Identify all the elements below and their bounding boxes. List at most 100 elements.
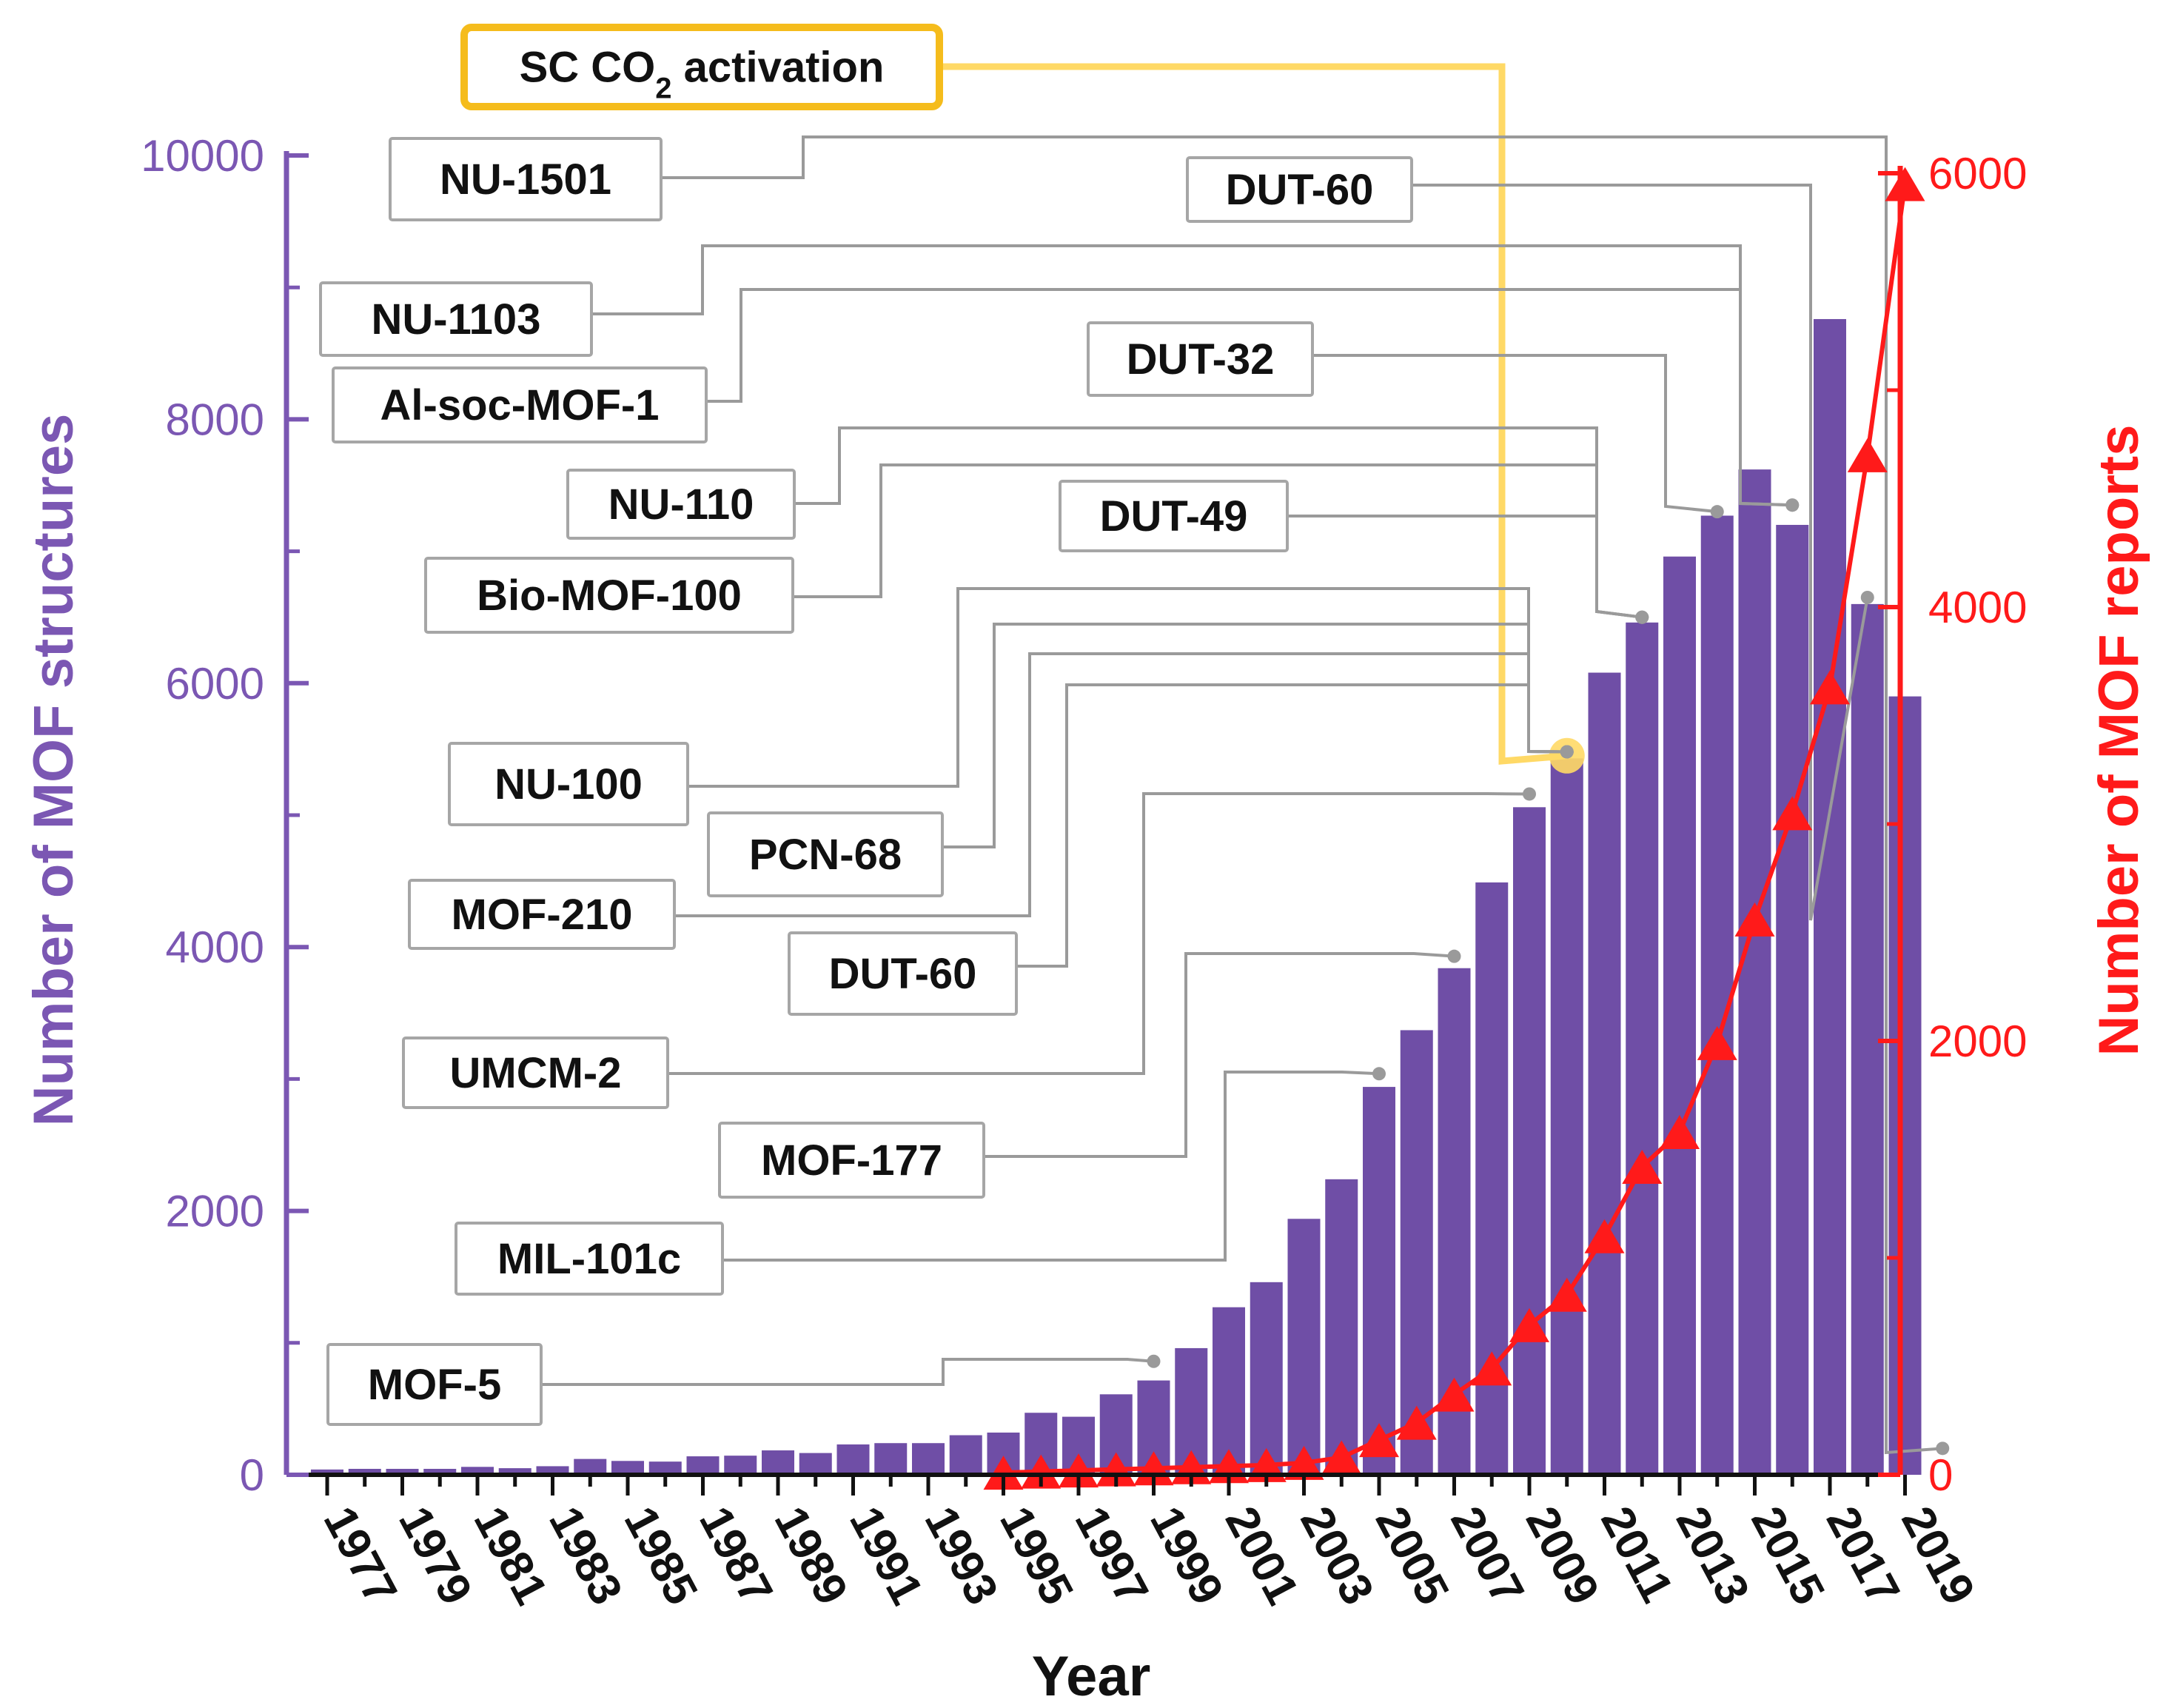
callout-label-pcn-68-10: PCN-68 <box>749 831 902 879</box>
x-tick-label-1993: 1993 <box>915 1498 1008 1612</box>
reports-point-2018 <box>1847 438 1888 472</box>
reports-point-1996 <box>1021 1454 1062 1489</box>
x-tick-label-2011: 2011 <box>1591 1498 1683 1610</box>
callout-marker-dut-60-2 <box>1860 590 1874 604</box>
x-tick-label-2019: 2019 <box>1891 1498 1985 1612</box>
bar-1986 <box>648 1461 682 1475</box>
reports-point-2014 <box>1697 1025 1737 1060</box>
reports-point-2004 <box>1321 1440 1362 1475</box>
callout-leader-umcm-2-13 <box>668 792 1530 1075</box>
x-tick-label-1987: 1987 <box>689 1498 782 1612</box>
x-tick-label-1977: 1977 <box>314 1498 407 1612</box>
callout-marker-umcm-2-13 <box>1523 787 1536 801</box>
bar-1979 <box>386 1468 419 1475</box>
callout-box-al-soc-mof-1-4 <box>332 366 708 443</box>
x-tick-label-2013: 2013 <box>1666 1498 1760 1612</box>
y-axis-title-left: Number of MOF structures <box>22 414 85 1127</box>
callout-leader-dut-60-12 <box>1016 683 1567 968</box>
x-tick-label-1989: 1989 <box>765 1498 858 1612</box>
x-tick-label-2015: 2015 <box>1741 1498 1834 1612</box>
reports-point-2005 <box>1359 1423 1399 1458</box>
callout-leader-mof-177-14 <box>984 952 1455 1158</box>
callout-box-nu-100-9 <box>448 742 689 826</box>
reports-point-2011 <box>1584 1219 1625 1253</box>
callout-marker-nu-1501-1 <box>1936 1441 1950 1456</box>
callout-box-dut-60-2 <box>1186 156 1413 223</box>
bar-2015 <box>1738 469 1771 1476</box>
reports-point-2003 <box>1284 1445 1324 1480</box>
x-tick-label-1999: 1999 <box>1140 1498 1233 1612</box>
callout-box-umcm-2-13 <box>402 1036 669 1109</box>
reports-point-2008 <box>1472 1351 1512 1386</box>
x-tick-label-2009: 2009 <box>1516 1498 1609 1612</box>
callout-marker-dut-32-5 <box>1710 505 1724 519</box>
bar-2011 <box>1588 672 1621 1476</box>
callout-leader-mil-101c-15 <box>722 1071 1380 1262</box>
callout-leader-dut-60-2 <box>1412 184 1869 921</box>
callout-box-mil-101c-15 <box>455 1222 724 1296</box>
bar-2003 <box>1287 1219 1321 1475</box>
reports-point-2015 <box>1734 902 1775 937</box>
callout-leaders-layer <box>541 63 1950 1456</box>
bar-1984 <box>574 1459 607 1475</box>
bar-2017 <box>1814 318 1846 1475</box>
y-tick-label-right-0: 0 <box>1928 1450 1953 1500</box>
callout-marker-al-soc-mof-1-4 <box>1785 498 1800 512</box>
callout-label-dut-60-12: DUT-60 <box>829 950 977 998</box>
y-tick-label-left-10000: 10000 <box>141 131 264 181</box>
callout-leader-nu-1501-1 <box>661 135 1943 1455</box>
reports-point-2019 <box>1885 167 1925 201</box>
x-tick-label-1997: 1997 <box>1065 1498 1158 1612</box>
callout-box-dut-32-5 <box>1087 321 1314 397</box>
callout-label-bio-mof-100-7: Bio-MOF-100 <box>477 572 742 620</box>
reports-point-1998 <box>1096 1452 1136 1487</box>
bar-1983 <box>536 1466 569 1475</box>
callout-marker-mil-101c-15 <box>1372 1067 1386 1081</box>
bar-2005 <box>1363 1087 1395 1475</box>
bar-1981 <box>461 1467 494 1475</box>
x-tick-label-2017: 2017 <box>1817 1498 1910 1612</box>
bar-1989 <box>762 1450 794 1475</box>
x-tick-label-2003: 2003 <box>1290 1498 1384 1612</box>
callout-box-nu-110-6 <box>566 469 796 540</box>
callout-label-mof-210-11: MOF-210 <box>452 891 633 939</box>
callout-leader-mof-5-16 <box>541 1358 1154 1386</box>
x-tick-label-2001: 2001 <box>1215 1498 1309 1612</box>
reports-point-1997 <box>1059 1453 1099 1488</box>
callout-box-dut-60-12 <box>788 931 1018 1016</box>
bar-2001 <box>1213 1307 1245 1475</box>
x-tick-label-1985: 1985 <box>614 1498 708 1612</box>
reports-point-2012 <box>1622 1149 1663 1184</box>
bar-2008 <box>1475 882 1509 1475</box>
bar-1994 <box>949 1435 982 1475</box>
x-tick-label-1983: 1983 <box>539 1498 632 1612</box>
bar-2006 <box>1400 1030 1433 1475</box>
callout-label-nu-1103-3: NU-1103 <box>372 295 541 344</box>
callout-marker-dut-49-8 <box>1635 610 1649 624</box>
bar-1992 <box>874 1443 908 1475</box>
callout-label-mil-101c-15: MIL-101c <box>497 1235 681 1283</box>
callout-box-nu-1501-1 <box>389 137 663 221</box>
bar-2009 <box>1513 807 1546 1475</box>
callout-leader-nu-100-9 <box>688 587 1567 788</box>
x-tick-label-1991: 1991 <box>839 1498 933 1612</box>
callout-box-mof-177-14 <box>718 1122 985 1199</box>
callout-label-mof-177-14: MOF-177 <box>761 1136 942 1185</box>
callout-marker-dut-60-12 <box>1560 745 1574 759</box>
bar-1980 <box>423 1468 457 1475</box>
callout-marker-mof-5-16 <box>1147 1354 1161 1368</box>
callout-subscript-sc-co-activation-0: 2 <box>655 73 671 105</box>
y-tick-label-left-8000: 8000 <box>166 395 264 444</box>
bar-2013 <box>1663 556 1696 1475</box>
callout-label-nu-100-9: NU-100 <box>494 760 643 808</box>
callout-label-mof-5-16: MOF-5 <box>368 1361 501 1409</box>
x-tick-label-1995: 1995 <box>990 1498 1083 1612</box>
reports-point-2017 <box>1810 670 1850 705</box>
callout-leader-pcn-68-10 <box>942 623 1567 848</box>
reports-point-2016 <box>1772 796 1813 831</box>
callout-box-sc-co-activation-0 <box>460 24 943 110</box>
bar-2010 <box>1550 758 1583 1475</box>
reports-point-2009 <box>1509 1307 1549 1342</box>
